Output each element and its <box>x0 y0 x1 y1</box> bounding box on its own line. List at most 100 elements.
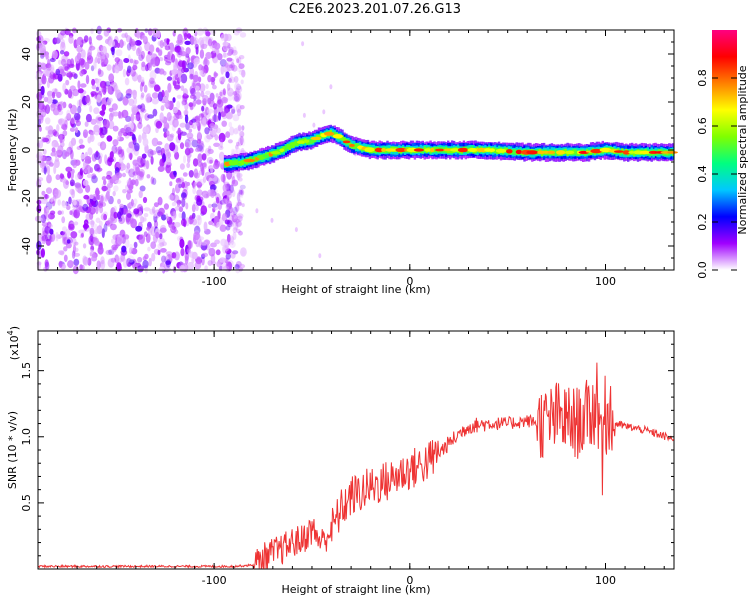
spectrogram-noise-cell <box>68 223 75 231</box>
spectrogram-noise-cell <box>150 156 154 165</box>
spectrogram-noise-cell <box>209 41 213 49</box>
spectrogram-noise-cell <box>127 122 134 132</box>
spectrogram-noise-cell <box>51 99 58 104</box>
spectrogram-noise-cell <box>211 114 219 122</box>
spectrogram-noise-cell <box>193 231 201 241</box>
spectrogram-noise-cell <box>188 141 193 150</box>
spectrogram-noise-cell <box>143 84 148 93</box>
spectrogram-noise-cell <box>223 105 229 114</box>
spectrogram-ridge-peak <box>457 147 469 153</box>
spectrogram-noise-cell <box>84 61 90 70</box>
spectrogram-noise-cell <box>59 50 65 55</box>
spectrogram-noise-cell <box>52 37 58 45</box>
spectrogram-noise-cell <box>194 115 201 123</box>
spectrogram-noise-cell <box>218 132 226 143</box>
spectrogram-noise-cell <box>121 172 127 178</box>
spectrogram-noise-cell <box>151 97 159 105</box>
spectrogram-noise-cell <box>171 69 179 75</box>
spectrogram-noise-cell <box>186 132 194 139</box>
spectrogram-noise-cell <box>146 226 151 231</box>
spectrogram-noise-cell <box>234 95 240 102</box>
y-tick-label: -40 <box>20 237 33 255</box>
spectrogram-noise-cell <box>225 33 232 42</box>
spectrogram-ridge-peak <box>364 147 375 153</box>
spectrogram-noise-cell <box>64 151 70 157</box>
spectrogram-noise-cell <box>232 250 239 255</box>
spectrogram-noise-cell <box>188 128 193 133</box>
spectrogram-noise-cell <box>182 172 188 177</box>
spectrogram-noise-cell <box>238 135 245 145</box>
spectrogram-noise-cell <box>191 212 196 219</box>
spectrogram-noise-cell <box>54 189 62 199</box>
spectrogram-noise-cell <box>240 138 246 147</box>
spectrogram-noise-cell <box>192 158 199 167</box>
spectrogram-noise-cell <box>239 135 244 146</box>
spectrogram-noise-cell <box>142 137 149 147</box>
spectrogram-noise-cell <box>169 133 175 138</box>
spectrogram-noise-cell <box>213 56 219 62</box>
spectrogram-noise-cell <box>216 53 223 61</box>
spectrogram-noise-cell <box>103 29 110 37</box>
spectrogram-noise-cell <box>235 144 239 150</box>
spectrogram-noise-cell <box>95 204 99 215</box>
spectrogram-noise-cell <box>202 116 207 127</box>
spectrogram-noise-cell <box>228 76 236 84</box>
spectrogram-noise-cell <box>93 107 100 115</box>
spectrogram-noise-cell <box>38 41 46 50</box>
spectrogram-noise-cell <box>145 54 151 63</box>
spectrogram-noise-cell <box>54 37 61 43</box>
spectrogram-noise-cell <box>45 51 49 60</box>
spectrogram-noise-cell <box>232 91 238 96</box>
spectrogram-noise-cell <box>177 127 181 135</box>
spectrogram-noise-cell <box>41 75 47 85</box>
spectrogram-noise-cell <box>196 220 200 230</box>
spectrogram-noise-cell <box>207 38 213 47</box>
spectrogram-noise-cell <box>76 38 81 47</box>
spectrogram-noise-cell <box>96 86 99 92</box>
spectrogram-noise-cell <box>213 71 217 79</box>
spectrogram-noise-cell <box>57 210 62 215</box>
spectrogram-noise-cell <box>52 194 57 204</box>
spectrogram-noise-cell <box>233 93 241 103</box>
spectrogram-noise-cell <box>107 156 113 167</box>
spectrogram-noise-cell <box>209 159 213 164</box>
spectrogram-noise-cell <box>193 57 200 65</box>
spectrogram-noise-cell <box>40 85 45 96</box>
spectrogram-noise-cell <box>209 184 217 191</box>
spectrogram-noise-cell <box>117 198 121 205</box>
spectrogram-panel: -100 0 100 -40 -20 0 20 40 Height of straight l… <box>6 25 678 296</box>
spectrogram-noise-cell <box>151 92 159 99</box>
spectrogram-noise-cell <box>222 88 226 96</box>
colorbar: 0.0 0.2 0.4 0.6 0.8 Normalized spectral ampl… <box>696 30 749 279</box>
spectrogram-noise-cell <box>201 252 209 258</box>
spectrogram-noise-cell <box>149 44 155 53</box>
spectrogram-noise-cell <box>69 188 75 195</box>
spectrogram-noise-cell <box>85 113 92 123</box>
spectrogram-noise-cell <box>117 146 123 155</box>
spectrogram-noise-cell <box>135 47 141 57</box>
spectrogram-noise-cell <box>171 252 177 259</box>
spectrogram-noise-cell <box>44 117 51 125</box>
spectrogram-noise-cell <box>176 181 182 190</box>
spectrogram-noise-cell <box>215 196 220 204</box>
spectrogram-noise-cell <box>190 87 196 96</box>
spectrogram-noise-cell <box>237 215 243 222</box>
spectrogram-noise-cell <box>163 103 170 108</box>
spectrogram-noise-cell <box>179 236 184 242</box>
spectrogram-noise-cell <box>106 182 113 189</box>
spectrogram-noise-cell <box>222 174 226 184</box>
spectrogram-noise-cell <box>80 49 86 58</box>
spectrogram-noise-cell <box>121 109 129 119</box>
spectrogram-noise-cell <box>137 74 142 83</box>
spectrogram-noise-cell <box>114 254 120 264</box>
spectrogram-noise-cell <box>73 258 80 266</box>
spectrogram-noise-cell <box>138 234 146 245</box>
spectrogram-noise-cell <box>228 78 233 83</box>
spectrogram-noise-cell <box>112 125 119 132</box>
spectrogram-ridge-cell <box>494 147 497 154</box>
spectrogram-noise-cell <box>226 190 232 199</box>
spectrogram-noise-cell <box>54 157 60 162</box>
spectrogram-noise-cell <box>199 83 206 93</box>
spectrogram-noise-cell <box>78 138 84 145</box>
spectrogram-noise-cell <box>50 152 56 157</box>
